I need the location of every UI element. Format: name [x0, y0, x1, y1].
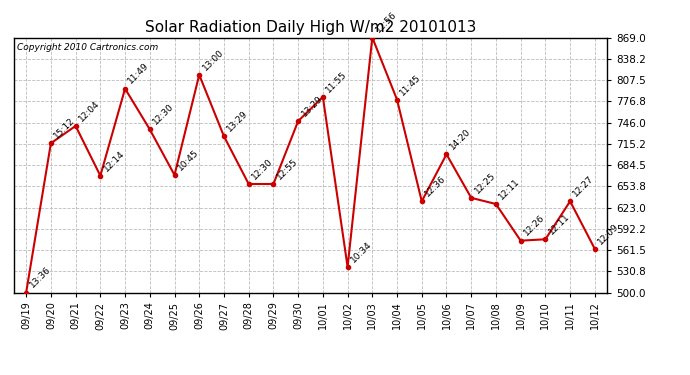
Text: 12:30: 12:30 [250, 157, 275, 181]
Text: 12:09: 12:09 [596, 222, 621, 246]
Text: 12:04: 12:04 [77, 99, 101, 123]
Text: 13:00: 13:00 [201, 47, 226, 72]
Text: 12:14: 12:14 [101, 148, 126, 173]
Text: 12:26: 12:26 [522, 213, 546, 238]
Text: 12:11: 12:11 [546, 212, 571, 237]
Text: 13:29: 13:29 [226, 109, 250, 134]
Text: Copyright 2010 Cartronics.com: Copyright 2010 Cartronics.com [17, 43, 158, 52]
Text: 15:12: 15:12 [52, 116, 77, 141]
Text: 10:45: 10:45 [176, 148, 201, 172]
Title: Solar Radiation Daily High W/m2 20101013: Solar Radiation Daily High W/m2 20101013 [145, 20, 476, 35]
Text: 11:49: 11:49 [126, 61, 151, 86]
Text: 11:45: 11:45 [398, 72, 423, 97]
Text: 12:36: 12:36 [423, 174, 448, 198]
Text: 12:11: 12:11 [497, 177, 522, 201]
Text: 12:27: 12:27 [571, 174, 596, 198]
Text: 12:25: 12:25 [473, 171, 497, 195]
Text: 10:34: 10:34 [349, 240, 373, 264]
Text: 11:55: 11:55 [324, 69, 349, 94]
Text: 13:36: 13:36 [28, 265, 52, 290]
Text: 12:56: 12:56 [374, 10, 398, 35]
Text: 12:55: 12:55 [275, 157, 299, 181]
Text: 12:30: 12:30 [151, 102, 176, 127]
Text: 14:20: 14:20 [448, 127, 473, 152]
Text: 13:29: 13:29 [299, 94, 324, 118]
